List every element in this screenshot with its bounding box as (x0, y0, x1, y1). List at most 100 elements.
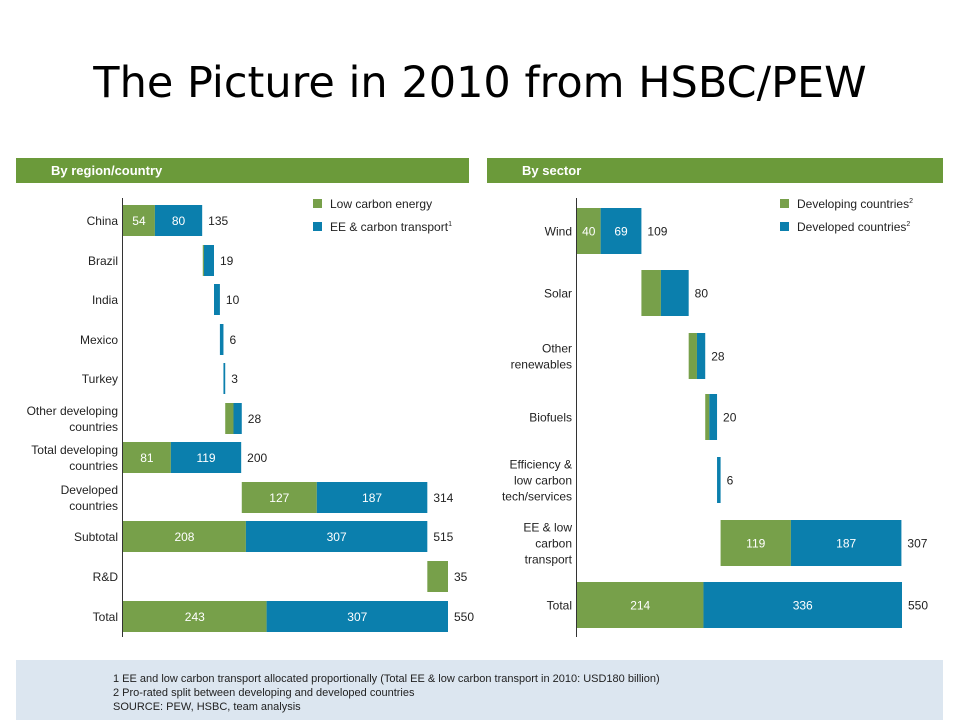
category-label: Brazil (88, 254, 118, 268)
category-label: R&D (93, 570, 119, 584)
data-label-blue: 187 (836, 537, 856, 551)
bar-blue (660, 270, 689, 316)
total-label: 35 (454, 570, 468, 584)
bar-blue (703, 582, 902, 628)
category-label: India (92, 293, 118, 307)
data-label-green: 127 (269, 491, 289, 505)
bar-green (202, 245, 204, 276)
bar-blue (790, 520, 902, 566)
total-label: 550 (908, 599, 928, 613)
sector-panel-header: By sector (487, 158, 943, 183)
category-label: China (87, 214, 119, 228)
bar-blue (709, 394, 718, 440)
charts-canvas: Low carbon energy EE & carbon transport1 C… (27, 197, 928, 637)
slide-title: The Picture in 2010 from HSBC/PEW (93, 58, 867, 108)
total-label: 6 (229, 333, 236, 347)
category-label: Mexico (80, 333, 118, 347)
total-label: 307 (907, 537, 927, 551)
data-label-blue: 336 (793, 599, 813, 613)
legend-entry: Low carbon energy (330, 197, 432, 211)
category-label: Biofuels (529, 411, 572, 425)
data-label-green: 40 (582, 225, 596, 239)
bar-blue (245, 521, 428, 552)
data-label-green: 54 (132, 214, 146, 228)
bar-blue (316, 482, 428, 513)
category-label: countries (69, 459, 118, 473)
footnote-source: SOURCE: PEW, HSBC, team analysis (113, 701, 301, 713)
bar-blue (219, 324, 224, 355)
category-label: Wind (545, 225, 572, 239)
category-label: Subtotal (74, 530, 118, 544)
bar-green (688, 333, 697, 379)
total-label: 20 (723, 411, 737, 425)
total-label: 28 (248, 412, 262, 426)
category-label: Turkey (82, 372, 118, 386)
category-label: Total (93, 610, 118, 624)
data-label-blue: 119 (196, 451, 215, 465)
category-label: tech/services (502, 490, 572, 504)
bar-green (577, 582, 704, 628)
bar-green (123, 601, 267, 632)
legend-entry: Developing countries2 (797, 197, 913, 211)
legend-superscript: 1 (448, 221, 452, 228)
bar-blue (717, 457, 721, 503)
category-label: Total developing (31, 443, 118, 457)
data-label-green: 119 (746, 537, 765, 551)
category-label: Solar (544, 287, 572, 301)
bar-green (123, 442, 171, 473)
data-label-blue: 80 (172, 214, 186, 228)
legend-entry: EE & carbon transport1 (330, 220, 452, 234)
total-label: 515 (433, 530, 453, 544)
category-label: countries (69, 420, 118, 434)
data-label-blue: 307 (347, 610, 367, 624)
data-label-green: 243 (185, 610, 205, 624)
bar-green (123, 205, 155, 236)
bar-green (225, 403, 234, 434)
footnote-2: 2 Pro-rated split between developing and… (113, 687, 415, 699)
category-label: Total (547, 599, 572, 613)
bar-blue (233, 403, 242, 434)
footnote-1: 1 EE and low carbon transport allocated … (113, 673, 660, 685)
category-label: transport (525, 553, 573, 567)
legend-swatch (780, 222, 789, 231)
total-label: 550 (454, 610, 474, 624)
bar-blue (170, 442, 242, 473)
legend-superscript: 2 (906, 221, 910, 228)
bar-blue (600, 208, 642, 254)
data-label-green: 208 (174, 530, 194, 544)
category-label: low carbon (514, 474, 572, 488)
bar-blue (696, 333, 706, 379)
bar-blue (203, 245, 214, 276)
footnotes: 1 EE and low carbon transport allocated … (16, 660, 943, 720)
legend-entry: Developed countries2 (797, 220, 910, 234)
total-label: 200 (247, 451, 267, 465)
legend-swatch (313, 199, 322, 208)
data-label-blue: 69 (614, 225, 628, 239)
bar-green (705, 394, 710, 440)
total-label: 19 (220, 254, 234, 268)
category-label: Other developing (27, 404, 118, 418)
bar-blue (223, 363, 226, 394)
total-label: 314 (433, 491, 453, 505)
data-label-green: 81 (140, 451, 154, 465)
legend-superscript: 2 (909, 198, 913, 205)
legend-swatch (313, 222, 322, 231)
category-label: Efficiency & (510, 458, 572, 472)
bar-blue (214, 284, 220, 315)
bar-blue (154, 205, 203, 236)
total-label: 135 (208, 214, 228, 228)
category-label: EE & low (523, 521, 572, 535)
bar-green (123, 521, 246, 552)
total-label: 80 (695, 287, 709, 301)
bar-green (641, 270, 661, 316)
category-label: renewables (511, 358, 572, 372)
bar-green (720, 520, 791, 566)
region-panel-header: By region/country (16, 158, 469, 183)
bar-green (427, 561, 448, 592)
bar-blue (266, 601, 448, 632)
data-label-green: 214 (630, 599, 650, 613)
category-label: carbon (535, 537, 572, 551)
data-label-blue: 307 (327, 530, 347, 544)
legend-swatch (780, 199, 789, 208)
total-label: 28 (711, 350, 725, 364)
